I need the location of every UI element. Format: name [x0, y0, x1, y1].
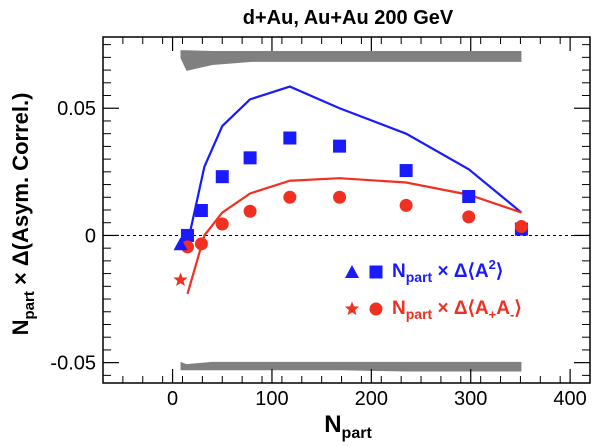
chart-title: d+Au, Au+Au 200 GeV	[243, 7, 454, 29]
x-axis-label: Npart	[324, 411, 372, 442]
data-point-square-5	[333, 139, 347, 153]
x-tick-label-0: 0	[167, 388, 178, 410]
legend-markers-a2	[345, 265, 383, 279]
y-axis-label-main: N	[8, 320, 33, 336]
legend-marker-star	[344, 301, 360, 316]
data-point-star-extra-1	[173, 272, 188, 287]
legend-marker-triangle	[345, 265, 359, 278]
x-axis-label-main: N	[324, 411, 341, 438]
legend-marker-square	[369, 265, 383, 279]
y-axis-label: Npart × Δ(Asym. Correl.)	[8, 93, 38, 336]
y-tick-label-0.05: 0.05	[57, 98, 96, 120]
x-tick-label-400: 400	[553, 388, 586, 410]
model-line-0	[179, 85, 523, 247]
data-point-square-7	[462, 190, 476, 204]
legend-markers-a-plus-a-minus	[344, 301, 383, 316]
data-point-square-4	[283, 131, 297, 145]
model-line-1	[186, 177, 522, 295]
data-point-square-2	[215, 170, 229, 184]
legend-entry-a2: Npart × Δ⟨A2⟩	[345, 257, 503, 285]
y-axis-ticks: -0.05 0 0.05	[50, 44, 590, 376]
data-point-circle-7	[462, 210, 476, 224]
legend-marker-circle	[369, 302, 383, 316]
legend-entry-a-plus-a-minus: Npart × Δ⟨A+A-⟩	[344, 298, 522, 322]
x-tick-label-100: 100	[255, 388, 288, 410]
y-tick-label-0: 0	[85, 225, 96, 247]
systematic-band-1	[180, 361, 522, 372]
data-point-square-0	[180, 228, 194, 242]
y-tick-label--0.05: -0.05	[50, 353, 96, 375]
data-point-circle-2	[215, 217, 229, 231]
legend-label-a-plus-a-minus: Npart × Δ⟨A+A-⟩	[392, 298, 522, 322]
data-point-circle-5	[333, 190, 347, 204]
systematic-bands	[180, 50, 522, 372]
data-point-circle-4	[283, 190, 297, 204]
data-point-triangle-extra-0	[173, 237, 188, 251]
model-lines	[179, 85, 523, 295]
legend: Npart × Δ⟨A2⟩ Npart × Δ⟨A+A-⟩	[344, 257, 522, 322]
x-tick-label-300: 300	[454, 388, 487, 410]
x-axis-ticks: 0 100 200 300 400	[122, 37, 587, 410]
data-point-circle-6	[399, 198, 413, 212]
data-markers	[173, 131, 528, 287]
data-point-square-3	[243, 151, 257, 165]
data-point-circle-3	[243, 204, 257, 218]
data-point-circle-8	[514, 220, 528, 234]
systematic-band-0	[180, 50, 522, 71]
data-point-square-6	[399, 164, 413, 178]
y-axis-label-rest: × Δ(Asym. Correl.)	[8, 93, 33, 292]
data-point-square-1	[194, 204, 208, 218]
legend-label-a2: Npart × Δ⟨A2⟩	[392, 257, 503, 285]
x-tick-label-200: 200	[355, 388, 388, 410]
y-axis-label-sub: part	[21, 291, 38, 319]
data-point-circle-1	[194, 237, 208, 251]
x-axis-label-sub: part	[342, 425, 373, 442]
